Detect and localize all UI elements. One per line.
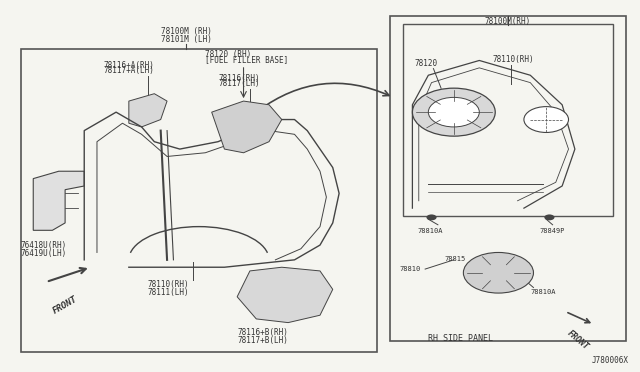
Bar (390, 16, 626, 341)
Text: 78100M(RH): 78100M(RH) (485, 17, 531, 26)
Text: 78117(LH): 78117(LH) (218, 79, 260, 88)
Text: FRONT: FRONT (51, 295, 79, 316)
Text: 78110(RH): 78110(RH) (492, 55, 534, 64)
Text: 78111(LH): 78111(LH) (148, 288, 189, 296)
Circle shape (524, 107, 568, 132)
Text: FRONT: FRONT (566, 328, 591, 351)
Text: 76419U(LH): 76419U(LH) (20, 249, 67, 258)
Text: 78117+B(LH): 78117+B(LH) (237, 336, 288, 344)
Text: [FUEL FILLER BASE]: [FUEL FILLER BASE] (205, 55, 289, 64)
Polygon shape (237, 267, 333, 323)
Text: 78120: 78120 (414, 59, 437, 68)
Bar (403, 23, 613, 215)
Text: 78849P: 78849P (540, 228, 565, 234)
Text: 78116+A(RH): 78116+A(RH) (103, 61, 154, 70)
Circle shape (544, 214, 554, 220)
Text: 78120 (RH): 78120 (RH) (205, 49, 252, 59)
Polygon shape (33, 171, 84, 230)
Text: RH SIDE PANEL: RH SIDE PANEL (428, 334, 493, 343)
Text: 78100M (RH): 78100M (RH) (161, 28, 212, 36)
Text: 78116(RH): 78116(RH) (218, 74, 260, 83)
Circle shape (412, 88, 495, 136)
Circle shape (428, 97, 479, 127)
Text: 78101M (LH): 78101M (LH) (161, 35, 212, 44)
Circle shape (426, 214, 436, 220)
Text: 78810A: 78810A (531, 289, 556, 295)
Circle shape (463, 253, 534, 293)
Text: 78810A: 78810A (417, 228, 443, 234)
Bar (20, 49, 378, 352)
Text: 78815: 78815 (444, 256, 465, 262)
Text: 76418U(RH): 76418U(RH) (20, 241, 67, 250)
Polygon shape (129, 94, 167, 127)
Text: 78110(RH): 78110(RH) (148, 280, 189, 289)
Text: 78117+A(LH): 78117+A(LH) (103, 66, 154, 75)
Text: 78116+B(RH): 78116+B(RH) (237, 328, 288, 337)
Polygon shape (212, 101, 282, 153)
Text: 78810: 78810 (399, 266, 421, 272)
Text: J780006X: J780006X (592, 356, 629, 365)
